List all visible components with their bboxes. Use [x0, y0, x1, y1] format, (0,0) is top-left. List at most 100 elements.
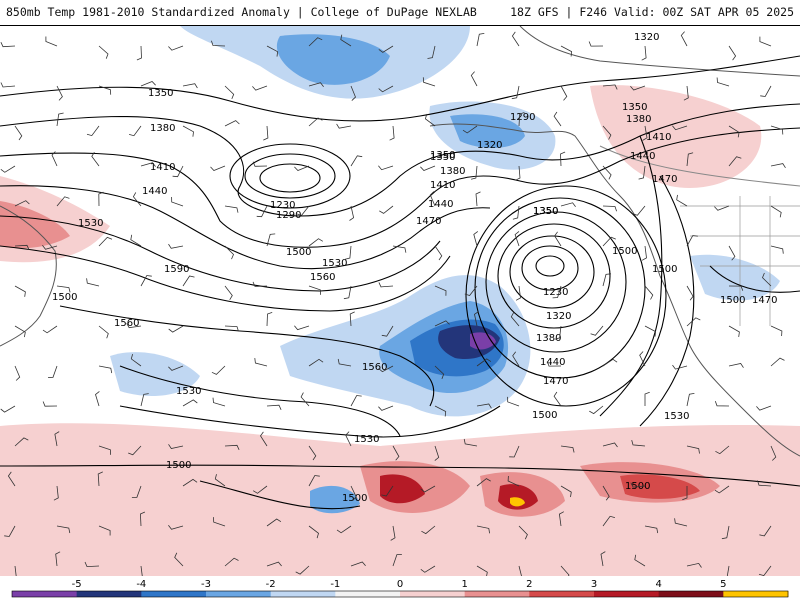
- wind-barb: [98, 365, 113, 374]
- wind-barb: [98, 45, 109, 59]
- wind-barb: [340, 34, 352, 47]
- wind-barb: [294, 325, 310, 331]
- wind-barb: [434, 365, 445, 380]
- wind-barb: [381, 485, 394, 497]
- wind-barb: [424, 113, 436, 127]
- anomaly-colorbar: -5 -4 -3 -2 -1 0 1 2 3 4 5: [0, 576, 800, 600]
- wind-barb: [91, 151, 100, 167]
- wind-barb: [602, 442, 618, 448]
- wind-barb: [644, 325, 657, 337]
- wind-barb: [300, 392, 310, 407]
- wind-barb: [132, 192, 142, 207]
- wind-barb: [98, 191, 104, 207]
- wind-barb: [714, 400, 730, 407]
- wind-barb: [518, 112, 525, 127]
- contour-line: [119, 365, 401, 437]
- wind-barb: [343, 285, 352, 300]
- colorbar-swatch: [400, 591, 466, 597]
- contour-label: 1350: [430, 152, 455, 163]
- contour-label: 1500: [612, 246, 637, 257]
- wind-barb: [224, 85, 235, 100]
- wind-barb: [728, 325, 740, 337]
- wind-barb: [630, 85, 646, 91]
- wind-barb: [759, 36, 772, 47]
- contour-label: 1350: [533, 206, 558, 217]
- north-america-coast: [659, 275, 800, 457]
- contour-ring: [535, 255, 565, 277]
- wind-barb: [168, 365, 184, 371]
- contour-label: 1470: [543, 376, 568, 387]
- wind-barb: [254, 358, 268, 367]
- wind-barb: [168, 444, 184, 449]
- colorbar-tick-label: -5: [72, 579, 82, 590]
- wind-barb: [602, 515, 616, 527]
- wind-barb: [266, 561, 282, 567]
- wind-barb: [420, 565, 436, 573]
- wind-barb: [51, 151, 58, 167]
- wind-barb: [759, 525, 772, 537]
- wind-barb: [349, 311, 355, 327]
- wind-barb: [715, 445, 730, 455]
- wind-barb: [462, 125, 478, 134]
- wind-barb: [0, 165, 16, 173]
- contour-ring: [485, 211, 627, 353]
- contour-label: 1440: [630, 151, 655, 162]
- wind-barb: [560, 445, 575, 453]
- contour-line: [0, 55, 800, 122]
- wind-barb: [14, 365, 21, 381]
- wind-barb: [14, 437, 29, 447]
- wind-barb: [714, 485, 730, 494]
- wind-barb: [308, 285, 321, 295]
- wind-barb: [390, 525, 396, 541]
- wind-barb: [770, 205, 782, 218]
- wind-barb: [602, 273, 612, 287]
- wind-barb: [602, 165, 612, 180]
- wind-barb: [211, 365, 226, 375]
- wind-barb: [174, 552, 184, 567]
- wind-barb: [45, 36, 58, 47]
- contour-line: [709, 265, 800, 293]
- colorbar-swatch: [658, 591, 724, 597]
- wind-barb: [420, 165, 436, 171]
- contour-label: 1230: [543, 287, 568, 298]
- wind-barb: [350, 155, 363, 167]
- asia-coast: [0, 205, 57, 347]
- wind-barb: [56, 112, 64, 127]
- warm-anomaly-west-core: [0, 201, 70, 249]
- colorbar-tick-label: 5: [720, 579, 726, 590]
- model-run-info: 18Z GFS | F246 Valid: 00Z SAT APR 05 202…: [510, 5, 794, 19]
- contour-label: 1350: [148, 88, 173, 99]
- wind-barb: [470, 165, 478, 180]
- wind-barb: [553, 391, 562, 407]
- contour-line: [0, 215, 441, 292]
- wind-barb: [172, 165, 184, 178]
- wind-barb: [308, 82, 324, 87]
- contour-line: [59, 305, 435, 407]
- colorbar-tick-label: 0: [397, 579, 403, 590]
- contour-label: 1560: [362, 362, 387, 373]
- wind-barb: [644, 285, 654, 300]
- wind-barb: [56, 525, 71, 534]
- wind-barb: [0, 42, 16, 48]
- wind-barb: [308, 445, 317, 461]
- colorbar-tick-label: 4: [655, 579, 661, 590]
- wind-barb: [126, 323, 142, 329]
- wind-barb: [770, 163, 786, 169]
- wind-barb: [762, 272, 772, 287]
- colorbar-tick-label: 3: [591, 579, 597, 590]
- wind-barb: [642, 125, 648, 141]
- contour-line: [119, 405, 501, 438]
- wind-barb: [470, 71, 478, 87]
- wind-barb: [552, 285, 562, 299]
- wind-barb: [728, 285, 744, 291]
- wind-barb: [128, 445, 142, 456]
- wind-barb: [515, 285, 521, 301]
- wind-barb: [308, 37, 323, 47]
- wind-barb: [474, 311, 479, 327]
- wind-barb: [336, 123, 352, 129]
- wind-barb: [224, 245, 234, 260]
- wind-barb: [168, 45, 184, 51]
- wind-barb: [4, 525, 16, 537]
- wind-barb: [434, 405, 447, 417]
